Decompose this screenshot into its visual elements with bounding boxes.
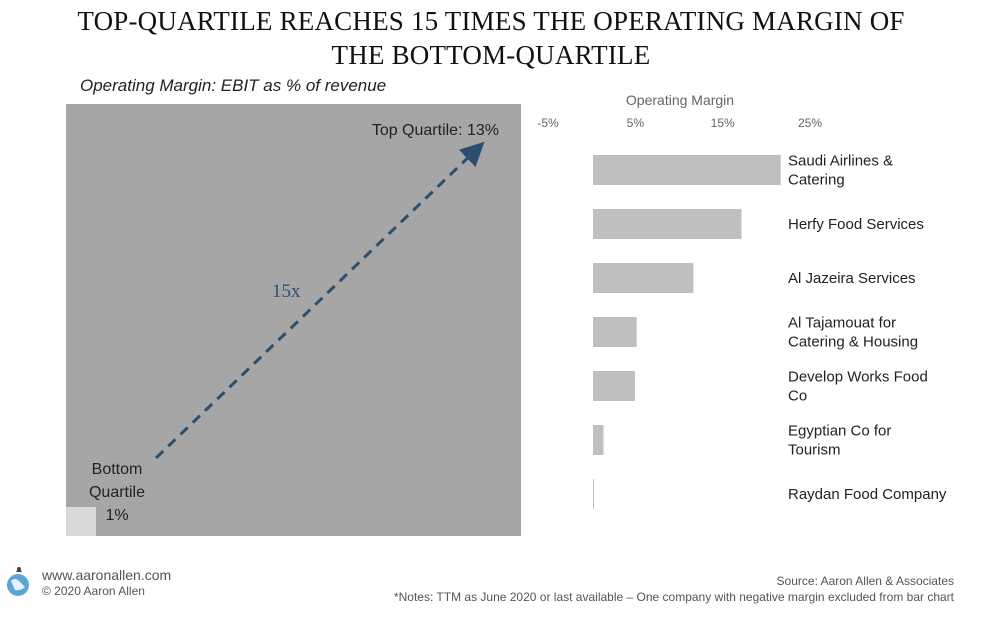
category-label: Al Tajamouat for bbox=[788, 315, 896, 332]
category-label: Saudi Airlines & bbox=[788, 153, 893, 170]
quartile-comparison-panel: Top Quartile: 13% 15x Bottom Quartile 1% bbox=[66, 104, 521, 536]
category-label: Catering bbox=[788, 172, 845, 189]
category-label: Tourism bbox=[788, 442, 841, 459]
x-tick-label: 5% bbox=[627, 116, 645, 130]
bar bbox=[593, 371, 635, 401]
category-label: Herfy Food Services bbox=[788, 216, 924, 233]
multiplier-label: 15x bbox=[272, 281, 301, 302]
x-tick-label: 15% bbox=[711, 116, 735, 130]
source-text: Source: Aaron Allen & Associates bbox=[776, 574, 954, 588]
chart-subtitle: Operating Margin: EBIT as % of revenue bbox=[80, 76, 387, 95]
bars-group bbox=[593, 155, 781, 509]
x-tick-label: -5% bbox=[537, 116, 559, 130]
category-labels: Saudi Airlines & Catering Herfy Food Servi… bbox=[788, 153, 947, 504]
chart-title-line-2: THE BOTTOM-QUARTILE bbox=[331, 40, 651, 70]
category-label: Egyptian Co for bbox=[788, 423, 891, 440]
top-quartile-area bbox=[66, 104, 521, 536]
category-label: Raydan Food Company bbox=[788, 486, 947, 503]
bottom-quartile-label-line-1: Bottom bbox=[92, 461, 143, 478]
growth-arrow bbox=[154, 141, 485, 460]
chart-title: TOP-QUARTILE REACHES 15 TIMES THE OPERAT… bbox=[0, 4, 982, 72]
category-label: Co bbox=[788, 388, 807, 405]
website-link[interactable]: www.aaronallen.com bbox=[42, 567, 172, 583]
bottom-quartile-label-line-2: Quartile bbox=[89, 484, 145, 501]
bottom-quartile-area bbox=[66, 507, 96, 536]
bar bbox=[593, 155, 781, 185]
bar bbox=[593, 209, 742, 239]
bottom-quartile-label-line-3: 1% bbox=[105, 507, 128, 524]
category-label: Develop Works Food bbox=[788, 369, 928, 386]
bar bbox=[593, 479, 594, 509]
operating-margin-bar-chart: Operating Margin -5% 5% 15% 25% Saudi Airli… bbox=[537, 92, 947, 509]
copyright-text: © 2020 Aaron Allen bbox=[42, 584, 145, 598]
x-tick-label: 25% bbox=[798, 116, 822, 130]
bar bbox=[593, 263, 694, 293]
category-label: Catering & Housing bbox=[788, 334, 918, 351]
top-quartile-label: Top Quartile: 13% bbox=[372, 122, 499, 139]
chart-title-line-1: TOP-QUARTILE REACHES 15 TIMES THE OPERAT… bbox=[77, 6, 905, 36]
globe-logo-icon bbox=[7, 567, 29, 596]
category-label: Al Jazeira Services bbox=[788, 270, 916, 287]
x-axis-title: Operating Margin bbox=[626, 92, 734, 108]
notes-text: *Notes: TTM as June 2020 or last availab… bbox=[393, 590, 954, 604]
x-axis-ticks: -5% 5% 15% 25% bbox=[537, 116, 822, 130]
footer-right: Source: Aaron Allen & Associates *Notes:… bbox=[394, 573, 954, 605]
footer-left: www.aaronallen.com © 2020 Aaron Allen bbox=[42, 567, 171, 599]
bar bbox=[593, 317, 637, 347]
bar bbox=[593, 425, 604, 455]
